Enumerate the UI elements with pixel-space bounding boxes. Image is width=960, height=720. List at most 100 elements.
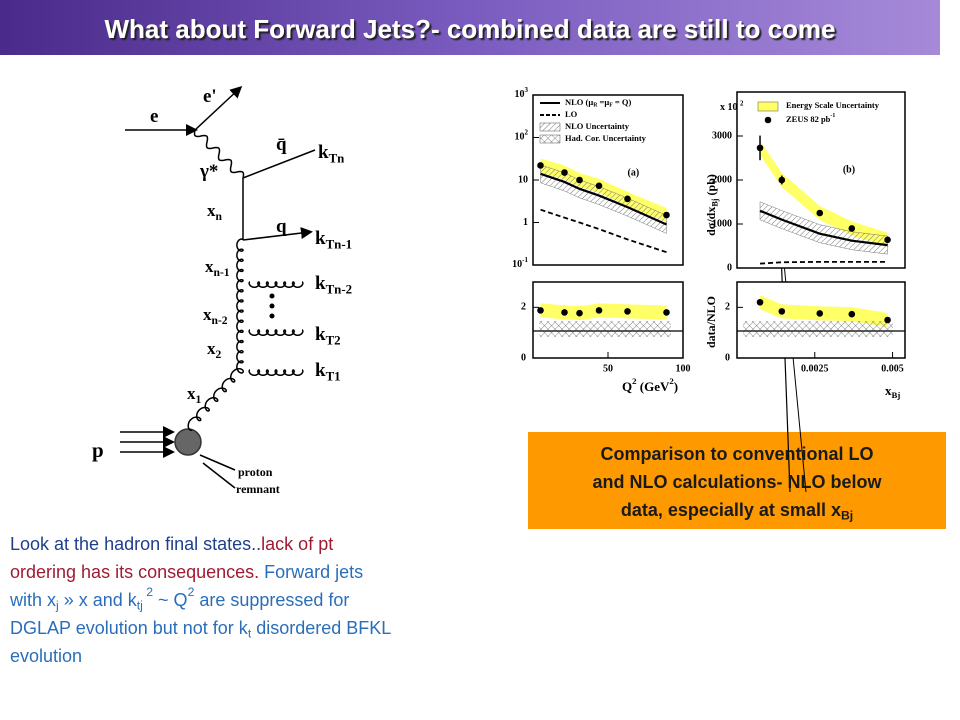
gluon (248, 329, 304, 336)
text-run: tj (137, 599, 143, 613)
ratio-point (576, 309, 583, 317)
nlo-line (540, 172, 667, 226)
text-run: j (55, 599, 59, 613)
text-run: evolution (10, 646, 82, 666)
y-tick-label: 0 (521, 352, 526, 363)
y-tick-label: 10 (518, 174, 528, 185)
text-run: x (207, 201, 216, 220)
text-run: n (216, 210, 223, 223)
text-run: (GeV (637, 379, 670, 394)
data-point (561, 169, 568, 176)
data-point (576, 176, 583, 184)
y-tick-label: 1 (523, 217, 528, 228)
legend-label: ZEUS 82 pb-1 (786, 114, 835, 124)
text-run: =μ (597, 97, 609, 107)
legend-label: NLO Uncertainty (565, 121, 630, 131)
y-tick-label: 0 (727, 262, 732, 273)
text-run: data, especially at small x (621, 500, 841, 520)
text-run: -1 (830, 114, 835, 120)
text-run: (pb) (704, 174, 718, 198)
tick-exp: 2 (525, 128, 529, 136)
tick-exp: -1 (522, 256, 528, 264)
text-run: Tn-1 (326, 238, 353, 252)
text-run: proton (238, 465, 273, 479)
text-run: ZEUS 82 pb (786, 114, 831, 124)
legend-label: LO (565, 109, 578, 119)
legend-label: Energy Scale Uncertainty (786, 100, 880, 110)
text-run: R (593, 103, 598, 109)
text-run: Tn-2 (326, 283, 353, 297)
text-run: Look at the hadron final states.. (10, 534, 261, 554)
text-run: x (207, 339, 216, 358)
comment-line: and NLO calculations- NLO below (592, 472, 882, 492)
y-tick-label: 10-1 (512, 256, 528, 271)
diagram-label: kTn-1 (315, 228, 352, 251)
data-point (595, 182, 603, 190)
text-run: k (315, 228, 326, 249)
y-tick-label: 3000 (712, 130, 732, 141)
text-run: » x and k (59, 590, 138, 610)
text-run: 2 (188, 585, 195, 599)
diagram-label: kTn (318, 142, 344, 165)
text-run: 2 (632, 376, 637, 386)
diagram-label: kTn-2 (315, 273, 352, 296)
text-run: Had. Cor. Uncertainty (565, 133, 647, 143)
text-run: n-1 (214, 266, 230, 279)
text-run: = Q) (613, 97, 632, 107)
text-run: x 10 (720, 102, 740, 113)
text-run: 2 (216, 348, 222, 361)
data-point (624, 195, 631, 203)
diagram-label: x1 (187, 384, 202, 406)
text-run: Bj (892, 390, 901, 400)
legend-swatch (539, 122, 561, 132)
text-run: Bj (841, 509, 853, 523)
ratio-point (663, 309, 670, 316)
y-axis-label: data/NLO (704, 296, 718, 348)
text-run: T1 (326, 370, 341, 384)
body-line: evolution (10, 646, 82, 666)
panel-label: (a) (628, 167, 640, 178)
y-tick-label: 103 (515, 86, 529, 101)
y-axis-label: dσ/dxBj (pb) (704, 174, 720, 236)
y-tick-label: 2 (725, 302, 730, 313)
diagram-label: xn-1 (205, 257, 230, 279)
diagram-label: p (92, 438, 104, 462)
data-point (663, 211, 670, 219)
body-line: Look at the hadron final states..lack of… (10, 534, 333, 554)
text-run: ~ Q (153, 590, 188, 610)
data-point (778, 176, 786, 184)
ratio-point (778, 308, 786, 315)
legend-swatch (757, 101, 779, 112)
x-axis-label: xBj (885, 383, 900, 400)
lo-line (759, 260, 888, 265)
text-run: Comparison to conventional LO (600, 444, 873, 464)
diagram-label: xn-2 (203, 305, 228, 327)
photon (193, 129, 245, 179)
slide-title: What about Forward Jets?- combined data … (105, 14, 836, 44)
arrow (780, 231, 807, 493)
legend-label: Had. Cor. Uncertainty (565, 133, 647, 143)
text-run: F (609, 103, 613, 109)
body-line: DGLAP evolution but not for kt disordere… (10, 618, 391, 641)
text-run: k (318, 142, 329, 163)
tick-exp: 3 (525, 86, 529, 94)
text-run: and NLO calculations- NLO below (592, 472, 882, 492)
text-run: Q (622, 379, 632, 394)
text-run: q̄ (276, 134, 287, 155)
text-run: Energy Scale Uncertainty (786, 100, 880, 110)
lo-line (540, 208, 667, 254)
ratio-point (595, 307, 603, 314)
title-bar (0, 0, 940, 55)
text-run: lack of pt (261, 534, 333, 554)
text-run: q (276, 216, 287, 237)
text-run: k (315, 273, 326, 294)
text-run: dσ/dx (704, 207, 718, 236)
gluon (236, 238, 244, 374)
x-tick-label: 0.0025 (801, 363, 829, 374)
text-run: NLO (μ (565, 97, 593, 107)
diagram-label: kT2 (315, 324, 341, 347)
y-tick-label: 2 (521, 302, 526, 313)
legend-label: NLO (μR =μF = Q) (565, 97, 631, 109)
feynman-diagram (120, 85, 316, 489)
text-run: p (92, 438, 104, 462)
